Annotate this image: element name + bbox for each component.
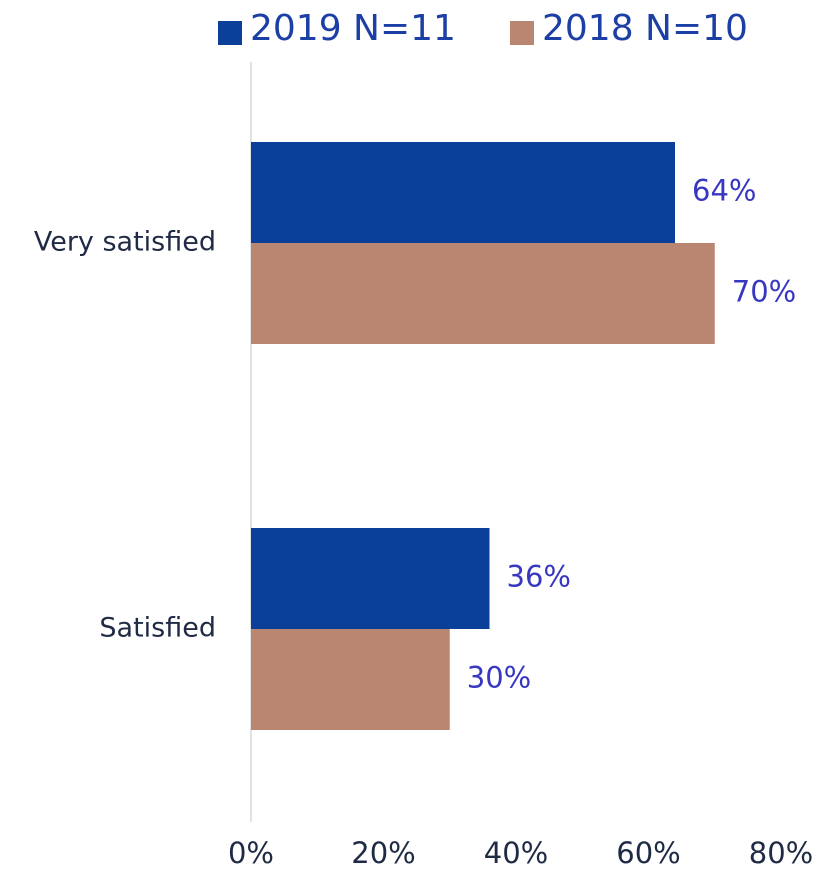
data-label: 30%	[467, 661, 531, 695]
x-tick-label: 60%	[616, 836, 680, 870]
category-label: Very satisfied	[34, 227, 216, 258]
legend-swatch	[218, 21, 242, 45]
legend-swatch	[510, 21, 534, 45]
x-tick-label: 80%	[749, 836, 813, 870]
bar	[251, 629, 450, 730]
category-label: Satisfied	[99, 613, 216, 644]
data-label: 70%	[732, 275, 796, 309]
data-label: 36%	[507, 560, 571, 594]
bar	[251, 528, 490, 629]
bar	[251, 142, 675, 243]
data-label: 64%	[692, 174, 756, 208]
bar	[251, 243, 715, 344]
x-tick-label: 0%	[228, 836, 274, 870]
legend-label: 2019 N=11	[250, 8, 456, 49]
legend-label: 2018 N=10	[542, 8, 748, 49]
x-tick-label: 20%	[351, 836, 415, 870]
x-tick-label: 40%	[484, 836, 548, 870]
